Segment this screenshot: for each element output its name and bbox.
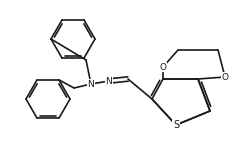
Text: N: N: [87, 80, 94, 89]
Text: O: O: [159, 62, 166, 71]
Text: O: O: [220, 72, 228, 81]
Text: N: N: [105, 76, 112, 85]
Text: S: S: [172, 120, 178, 130]
